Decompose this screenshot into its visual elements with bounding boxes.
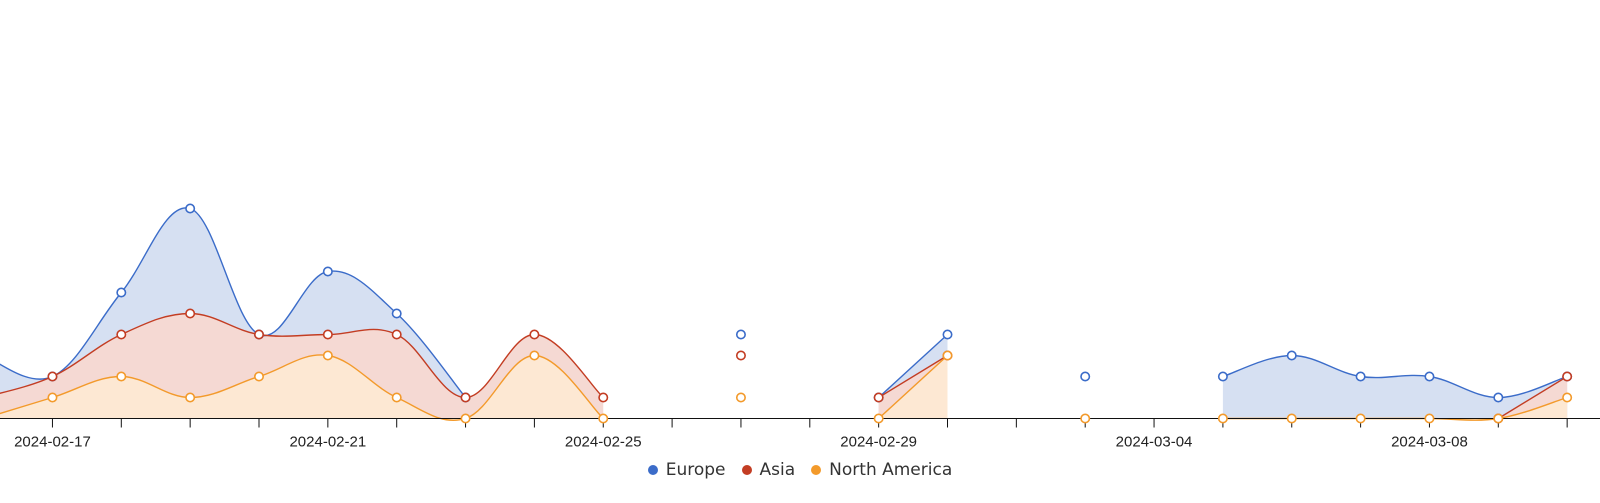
legend-swatch-europe: [647, 465, 658, 475]
point-europe: [116, 287, 127, 298]
point-north-america: [1355, 413, 1366, 424]
area-north-america-4: [1222, 397, 1568, 421]
point-north-america: [942, 350, 953, 361]
line-asia-3: [1497, 375, 1568, 420]
line-europe-0: [0, 207, 467, 398]
point-europe: [322, 266, 333, 277]
legend-label-europe: Europe: [665, 460, 726, 480]
x-tick-label: 2024-03-04: [1116, 434, 1193, 451]
point-europe: [1493, 392, 1504, 403]
legend-item-north-america[interactable]: North America: [811, 460, 952, 480]
point-europe: [1080, 371, 1091, 382]
x-tick-label: 2024-02-21: [289, 434, 366, 451]
point-north-america: [47, 392, 58, 403]
line-north-america-0: [0, 354, 604, 421]
legend-label-asia: Asia: [759, 460, 796, 480]
point-north-america: [460, 413, 471, 424]
area-chart: 2024-02-17 2024-02-21 2024-02-25 2024-02-29…: [0, 203, 1600, 451]
area-europe-4: [1222, 355, 1568, 419]
point-north-america: [1493, 413, 1504, 424]
point-asia: [391, 329, 402, 340]
line-europe-2: [878, 333, 948, 399]
point-asia: [47, 371, 58, 382]
point-asia: [529, 329, 540, 340]
point-europe: [942, 329, 953, 340]
point-asia: [116, 329, 127, 340]
point-north-america: [735, 392, 746, 403]
legend-item-asia[interactable]: Asia: [741, 460, 796, 480]
point-europe: [735, 329, 746, 340]
point-north-america: [1217, 413, 1228, 424]
point-asia: [254, 329, 265, 340]
legend-item-europe[interactable]: Europe: [647, 460, 726, 480]
point-asia: [598, 392, 609, 403]
point-asia: [322, 329, 333, 340]
point-north-america: [1080, 413, 1091, 424]
point-europe: [1217, 371, 1228, 382]
x-tick-label: 2024-03-08: [1391, 434, 1468, 451]
point-north-america: [529, 350, 540, 361]
point-asia: [1562, 371, 1573, 382]
point-europe: [1424, 371, 1435, 382]
point-europe: [185, 203, 196, 214]
point-europe: [1355, 371, 1366, 382]
legend-swatch-north-america: [811, 465, 822, 475]
x-tick-label: 2024-02-25: [565, 434, 642, 451]
point-north-america: [254, 371, 265, 382]
line-asia-2: [878, 354, 948, 399]
line-asia-0: [0, 312, 604, 399]
point-north-america: [1286, 413, 1297, 424]
x-tick-label: 2024-02-17: [14, 434, 91, 451]
legend-label-north-america: North America: [829, 460, 953, 480]
point-asia: [185, 308, 196, 319]
point-north-america: [116, 371, 127, 382]
point-asia: [873, 392, 884, 403]
area-north-america-0: [0, 354, 604, 421]
point-north-america: [873, 413, 884, 424]
legend: Europe Asia North America: [0, 460, 1600, 480]
point-asia: [735, 350, 746, 361]
x-tick-label: 2024-02-29: [840, 434, 917, 451]
point-europe: [391, 308, 402, 319]
legend-swatch-asia: [741, 465, 752, 475]
point-europe: [1286, 350, 1297, 361]
point-north-america: [185, 392, 196, 403]
point-north-america: [391, 392, 402, 403]
point-north-america: [1424, 413, 1435, 424]
point-north-america: [322, 350, 333, 361]
point-north-america: [1562, 392, 1573, 403]
line-north-america-2: [878, 354, 948, 420]
point-asia: [460, 392, 471, 403]
line-europe-4: [1222, 354, 1568, 399]
point-north-america: [598, 413, 609, 424]
